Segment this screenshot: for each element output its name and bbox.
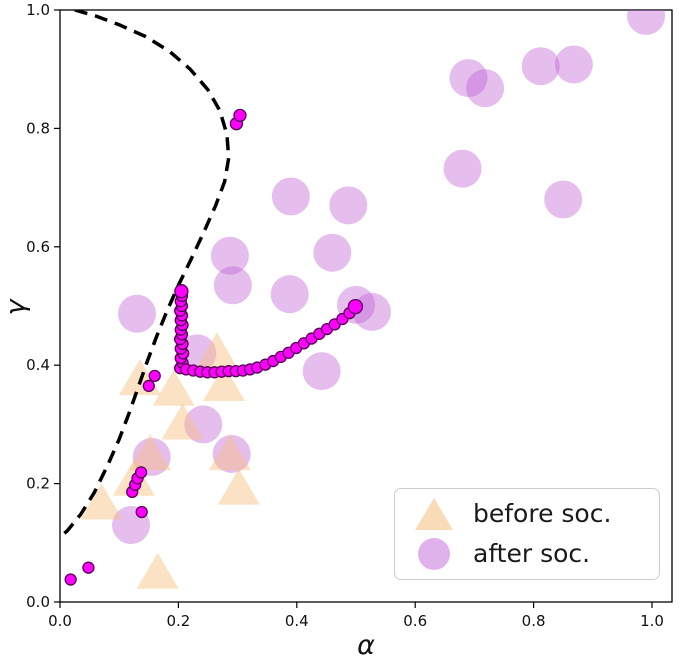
- circle-marker: [352, 292, 391, 331]
- circle-marker: [117, 294, 156, 333]
- circle-marker: [443, 149, 482, 188]
- triangle-marker: [161, 403, 204, 440]
- trajectory-dot: [174, 284, 189, 299]
- circle-marker-icon: [418, 538, 450, 570]
- x-axis-label: α: [357, 630, 375, 661]
- legend-entry-after-soc: after soc.: [411, 535, 643, 573]
- y-axis-label: γ: [0, 299, 32, 316]
- series-before-soc-: [80, 332, 260, 589]
- dashed-boundary-curve: [60, 10, 231, 539]
- circle-marker: [449, 59, 488, 98]
- circle-marker: [313, 233, 352, 272]
- triangle-marker-icon: [415, 498, 453, 530]
- circle-marker: [210, 236, 249, 275]
- legend-label-before-soc: before soc.: [473, 498, 612, 528]
- y-tick-label: 0.2: [26, 475, 50, 493]
- triangle-marker: [128, 434, 171, 471]
- triangle-marker: [208, 434, 251, 471]
- y-tick-label: 0.8: [26, 119, 50, 137]
- trajectory-dot: [148, 369, 161, 383]
- circle-marker: [184, 405, 223, 444]
- triangle-marker: [136, 552, 179, 589]
- circle-marker: [554, 45, 593, 84]
- y-tick-label: 0.4: [26, 356, 50, 374]
- trajectory-dot: [347, 298, 364, 315]
- circle-marker: [270, 275, 309, 314]
- trajectory-dot: [135, 505, 148, 519]
- triangle-marker: [217, 468, 260, 505]
- trajectory-dot: [233, 108, 247, 123]
- circle-marker: [544, 180, 583, 219]
- series-boundary-curve: [60, 10, 231, 539]
- circle-marker: [521, 47, 560, 86]
- series-trajectory: [64, 108, 364, 586]
- x-tick-label: 1.0: [640, 612, 664, 630]
- circle-marker: [213, 266, 252, 305]
- legend-label-after-soc: after soc.: [473, 538, 591, 568]
- y-tick-label: 1.0: [26, 1, 50, 19]
- triangle-marker: [202, 364, 245, 402]
- triangle-marker: [152, 369, 195, 406]
- trajectory-dot: [82, 561, 95, 574]
- series-after-soc-: [112, 10, 666, 545]
- circle-marker: [212, 435, 251, 473]
- x-tick-label: 0.8: [522, 612, 546, 630]
- trajectory-dot: [64, 573, 77, 586]
- circle-marker: [627, 10, 666, 35]
- circle-marker: [329, 186, 368, 225]
- legend: before soc. after soc.: [394, 488, 660, 580]
- triangle-marker: [195, 332, 238, 369]
- circle-marker: [302, 352, 341, 391]
- x-tick-label: 0.0: [48, 612, 72, 630]
- circle-marker: [466, 69, 505, 108]
- y-tick-label: 0.6: [26, 238, 50, 256]
- y-tick-label: 0.0: [26, 593, 50, 611]
- circle-marker: [271, 177, 310, 216]
- x-tick-label: 0.2: [166, 612, 190, 630]
- legend-entry-before-soc: before soc.: [411, 495, 643, 533]
- trajectory-dot: [134, 466, 148, 479]
- trajectory-dot: [142, 379, 155, 393]
- x-tick-label: 0.6: [403, 612, 427, 630]
- x-tick-label: 0.4: [285, 612, 309, 630]
- triangle-marker: [80, 483, 123, 520]
